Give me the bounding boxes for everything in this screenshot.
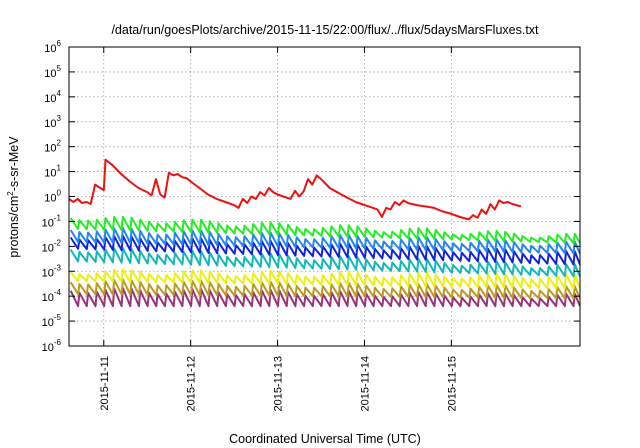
series-layer xyxy=(68,158,581,308)
x-tick-label: 2015-11-14 xyxy=(359,356,371,411)
y-tick-label: 103 xyxy=(44,114,61,130)
ticks: 10-6 10-5 10-4 10-3 10-2 10-1 100 101 102 103 104 1… xyxy=(42,39,580,411)
y-tick-label: 102 xyxy=(44,139,61,155)
band-series-line xyxy=(69,268,581,290)
chart-title: /data/run/goesPlots/archive/2015-11-15/2… xyxy=(111,23,539,37)
x-axis-label: Coordinated Universal Time (UTC) xyxy=(229,432,421,446)
band-series-line xyxy=(69,215,581,245)
band-series-line xyxy=(69,234,581,266)
y-tick-label: 10-4 xyxy=(42,288,62,304)
band-series-line xyxy=(69,287,581,308)
y-tick-label: 10-6 xyxy=(42,338,62,354)
y-tick-label: 106 xyxy=(44,39,61,55)
y-tick-label: 10-2 xyxy=(42,238,62,254)
y-tick-label: 104 xyxy=(44,89,61,105)
y-tick-label: 10-1 xyxy=(42,213,62,229)
x-tick-label: 2015-11-15 xyxy=(446,356,458,411)
band-series-line xyxy=(69,278,581,300)
y-tick-label: 10-3 xyxy=(42,263,62,279)
y-tick-label: 100 xyxy=(44,189,61,205)
y-axis-label: protons/cm2-s-sr-MeV xyxy=(6,136,21,258)
x-tick-label: 2015-11-11 xyxy=(99,356,111,411)
y-tick-label: 105 xyxy=(44,64,61,80)
x-tick-label: 2015-11-12 xyxy=(186,356,198,411)
y-tick-label: 10-5 xyxy=(42,313,62,329)
y-tick-label: 101 xyxy=(44,164,61,180)
red-series-line xyxy=(68,158,522,221)
band-series-line xyxy=(69,227,581,255)
band-series-line xyxy=(69,247,581,278)
x-tick-label: 2015-11-13 xyxy=(273,356,285,411)
